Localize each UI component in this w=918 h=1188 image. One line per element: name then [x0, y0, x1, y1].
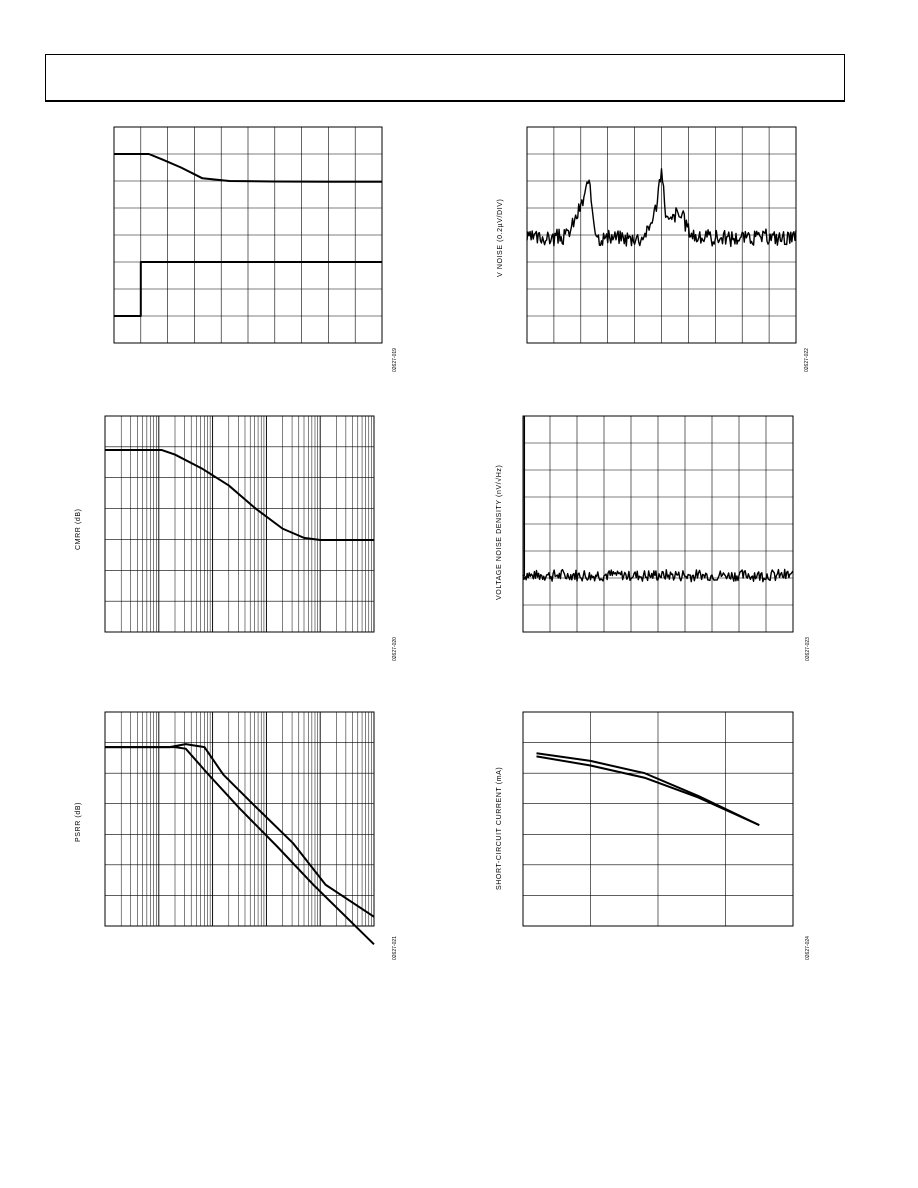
- plot-frame: [104, 415, 375, 633]
- chart-6-svg: [522, 711, 794, 927]
- chart-6-ylabel: SHORT-CIRCUIT CURRENT (mA): [496, 766, 503, 890]
- chart-4-ylabel: VOLTAGE NOISE DENSITY (nV/√Hz): [496, 464, 503, 600]
- chart-2-fig-code: 02627-022: [804, 348, 810, 372]
- chart-5-svg: [104, 711, 375, 946]
- series-2-line: [105, 746, 375, 946]
- series-1-line: [526, 168, 797, 248]
- chart-panel-4: VOLTAGE NOISE DENSITY (nV/√Hz) 02627-023: [496, 415, 823, 676]
- chart-4-fig-code: 02627-023: [805, 637, 811, 661]
- chart-3-ylabel: CMRR (dB): [75, 508, 82, 550]
- chart-4-svg: [522, 415, 794, 633]
- series-1-line: [105, 743, 375, 918]
- page-header-box: [45, 54, 845, 102]
- chart-1-fig-code: 02627-019: [392, 348, 398, 372]
- chart-panel-1: 02627-019: [113, 126, 414, 387]
- plot-frame: [522, 711, 794, 927]
- chart-1-svg: [113, 126, 383, 344]
- chart-panel-2: V NOISE (0.2µV/DIV) 02627-022: [497, 126, 827, 387]
- chart-panel-3: CMRR (dB) 02627-020: [75, 415, 405, 676]
- chart-6-fig-code: 02627-024: [805, 936, 811, 960]
- series-2-line: [536, 755, 760, 827]
- chart-5-ylabel: PSRR (dB): [75, 801, 82, 842]
- chart-3-svg: [104, 415, 375, 633]
- plot-frame: [104, 711, 375, 927]
- chart-panel-6: SHORT-CIRCUIT CURRENT (mA) 02627-024: [496, 711, 823, 972]
- chart-panel-5: PSRR (dB) 02627-021: [75, 711, 405, 972]
- chart-2-svg: [526, 126, 797, 344]
- chart-5-fig-code: 02627-021: [392, 936, 398, 960]
- series-2-line: [114, 261, 382, 317]
- chart-3-fig-code: 02627-020: [392, 637, 398, 661]
- series-1-line: [114, 153, 382, 183]
- plot-frame: [522, 415, 794, 633]
- series-1-line: [105, 448, 374, 542]
- series-1-line: [522, 416, 794, 583]
- series-1-line: [536, 752, 760, 827]
- chart-2-ylabel: V NOISE (0.2µV/DIV): [497, 198, 504, 277]
- plot-frame: [113, 126, 383, 344]
